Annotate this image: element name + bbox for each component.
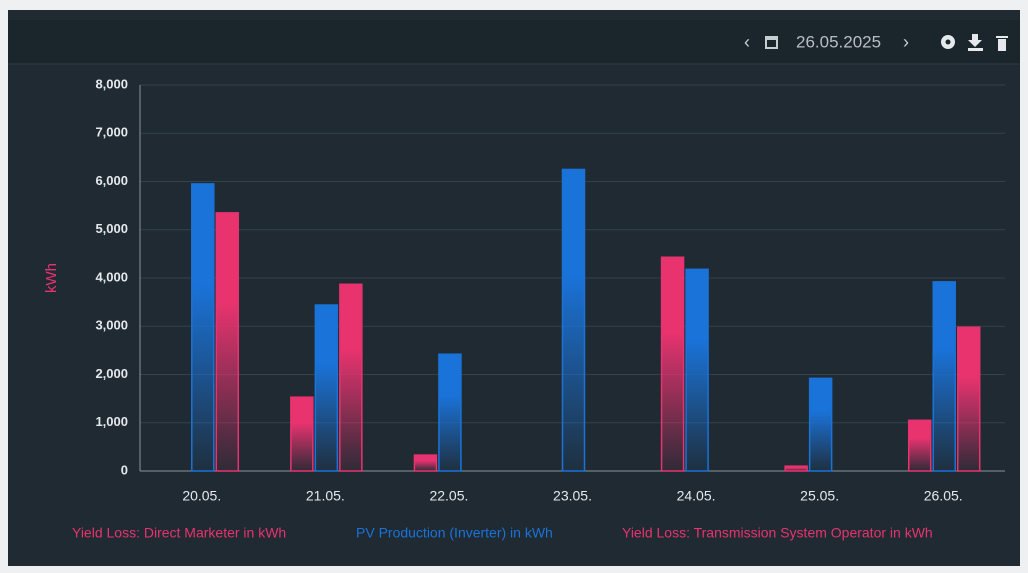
download-icon[interactable] [968, 34, 983, 51]
y-tick-label: 4,000 [95, 269, 128, 284]
y-tick-label: 3,000 [95, 318, 128, 333]
bar [561, 168, 586, 472]
panel [8, 10, 1020, 566]
bar [215, 212, 240, 472]
next-button[interactable]: › [903, 32, 909, 52]
bar [956, 326, 981, 472]
bar [932, 281, 956, 472]
bar [314, 304, 339, 472]
x-tick-label: 21.05. [306, 488, 345, 504]
toolbar [8, 20, 1020, 64]
bar [413, 454, 438, 472]
bar [907, 419, 932, 472]
x-tick-label: 22.05. [429, 488, 468, 504]
y-tick-label: 2,000 [95, 366, 128, 381]
y-tick-label: 0 [121, 462, 128, 477]
y-tick-label: 1,000 [95, 414, 128, 429]
bar [191, 183, 215, 472]
x-tick-label: 24.05. [677, 488, 716, 504]
x-tick-label: 25.05. [800, 488, 839, 504]
y-axis-title: kWh [43, 263, 60, 293]
bar [784, 465, 808, 472]
y-tick-label: 7,000 [95, 125, 128, 140]
x-tick-label: 20.05. [182, 488, 221, 504]
calendar-icon[interactable] [765, 36, 778, 49]
bar [339, 283, 363, 472]
bar [438, 353, 462, 472]
legend-entry: Yield Loss: Direct Marketer in kWh [72, 525, 286, 541]
y-tick-label: 5,000 [95, 221, 128, 236]
y-tick-label: 6,000 [95, 173, 128, 188]
bar [808, 377, 833, 472]
bar [685, 268, 709, 472]
x-tick-label: 26.05. [924, 488, 963, 504]
legend-entry: Yield Loss: Transmission System Operator… [622, 525, 933, 541]
bar [660, 256, 685, 472]
settings-icon[interactable] [941, 35, 955, 49]
prev-button[interactable]: ‹ [744, 32, 750, 52]
bar [290, 396, 314, 472]
x-tick-label: 23.05. [553, 488, 592, 504]
legend-entry: PV Production (Inverter) in kWh [356, 525, 553, 541]
y-tick-label: 8,000 [95, 76, 128, 91]
date-label[interactable]: 26.05.2025 [796, 32, 881, 51]
delete-icon[interactable] [996, 36, 1008, 51]
